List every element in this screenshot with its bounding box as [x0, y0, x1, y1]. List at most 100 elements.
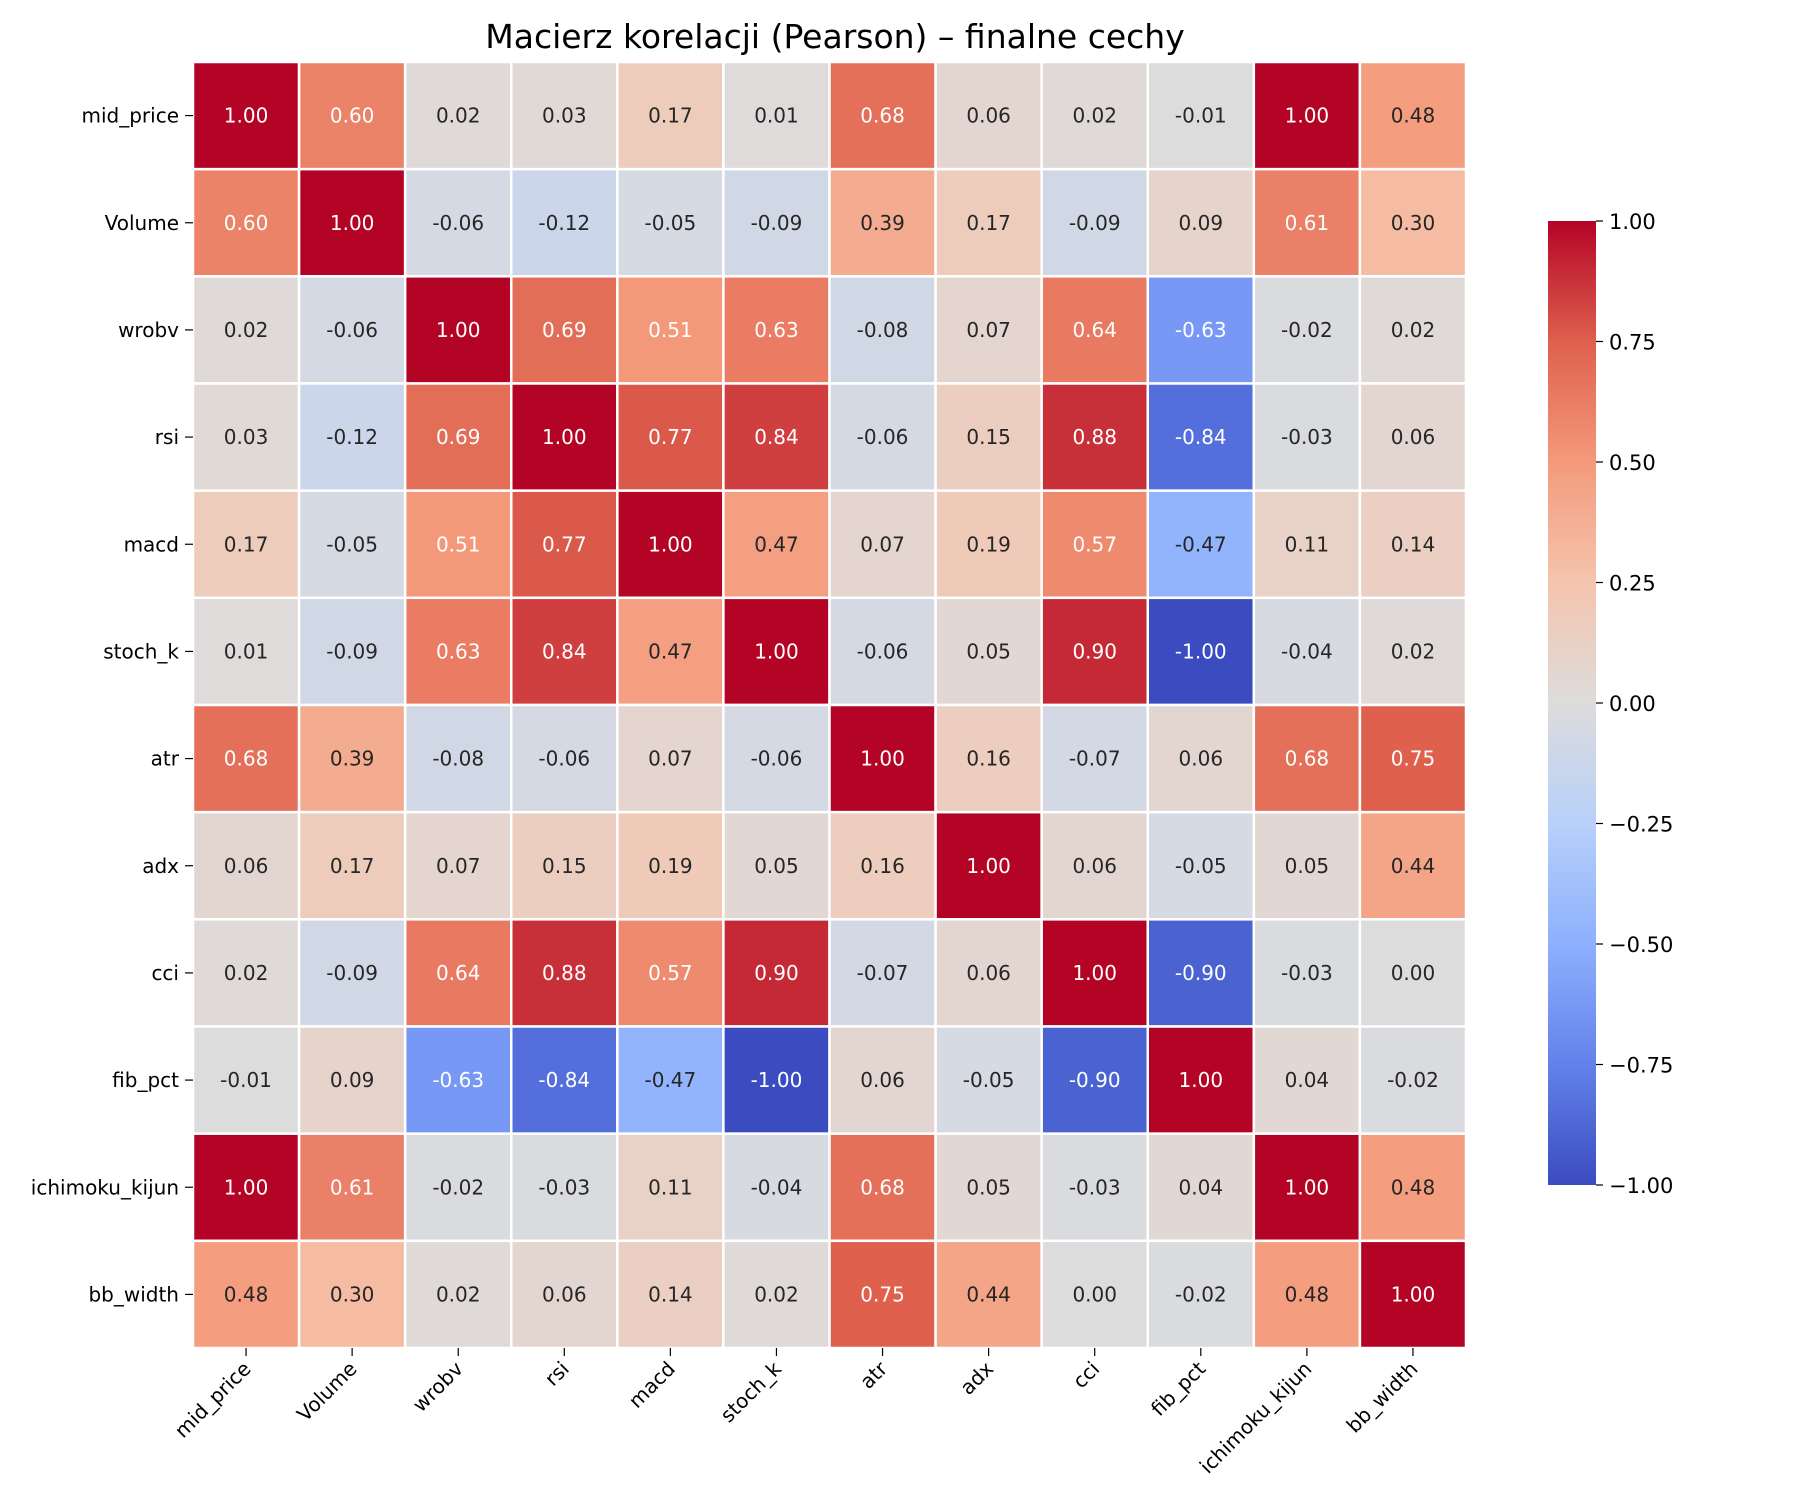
cell-value-label: 1.00 [1285, 104, 1330, 128]
cell-value-label: 0.44 [966, 1282, 1011, 1306]
cell-value-label: -0.84 [1175, 425, 1227, 449]
heatmap-cell [191, 60, 301, 171]
cell-value-label: -0.04 [751, 1175, 803, 1199]
heatmap-cell [1358, 703, 1468, 814]
cell-value-label: 0.06 [224, 854, 269, 878]
cell-value-label: -0.08 [857, 318, 909, 342]
heatmap-cell [1252, 703, 1362, 814]
cell-value-label: -0.90 [1069, 1068, 1121, 1092]
cell-value-label: 0.88 [1072, 425, 1117, 449]
y-tick-label: rsi [155, 425, 179, 449]
cell-value-label: 0.06 [1072, 854, 1117, 878]
cell-value-label: 0.02 [1072, 104, 1117, 128]
heatmap-cell [510, 918, 619, 1028]
heatmap-cell [191, 703, 301, 814]
cell-value-label: -0.09 [1069, 211, 1121, 235]
cell-value-label: 0.17 [648, 104, 693, 128]
heatmap-cell [191, 810, 301, 921]
heatmap-cell [1358, 382, 1468, 492]
heatmap-cell [1252, 1132, 1362, 1243]
cell-value-label: 0.77 [542, 532, 587, 556]
cell-value-label: -0.07 [857, 961, 909, 985]
heatmap-cell [403, 1132, 513, 1243]
cell-value-label: 0.90 [754, 961, 799, 985]
cell-value-label: 0.07 [966, 318, 1011, 342]
cell-value-label: 0.48 [1285, 1282, 1330, 1306]
cell-value-label: 0.07 [648, 747, 693, 771]
heatmap-cell [1358, 918, 1468, 1028]
heatmap-cell [722, 167, 831, 278]
cell-value-label: -0.05 [326, 532, 378, 556]
heatmap-cell [1358, 275, 1468, 385]
cell-value-label: 0.61 [330, 1175, 375, 1199]
x-tick-label: ichimoku_kijun [1195, 1357, 1317, 1479]
cell-value-label: -0.09 [326, 639, 378, 663]
cell-value-label: -0.09 [326, 961, 378, 985]
heatmap-cell [403, 382, 513, 492]
cell-value-label: 0.06 [542, 1282, 587, 1306]
cell-value-label: -0.63 [1175, 318, 1227, 342]
cell-value-label: 1.00 [648, 532, 693, 556]
heatmap-cell [1358, 1025, 1468, 1135]
heatmap-cell [403, 810, 513, 921]
heatmap-cell [510, 1025, 619, 1135]
colorbar-tick-label: −0.50 [1609, 933, 1673, 957]
heatmap-cell [1358, 1132, 1468, 1243]
cell-value-label: 0.39 [330, 747, 375, 771]
heatmap-cell [1040, 167, 1149, 278]
heatmap-cell [297, 1239, 407, 1350]
cell-value-label: 0.51 [436, 532, 481, 556]
heatmap-cell [510, 382, 619, 492]
cell-value-label: 0.30 [1391, 211, 1436, 235]
cell-value-label: 0.60 [224, 211, 269, 235]
colorbar-tick-label: 0.25 [1609, 572, 1656, 596]
cell-value-label: 0.06 [1179, 747, 1224, 771]
cell-value-label: 0.48 [1391, 1175, 1436, 1199]
heatmap-cell [191, 596, 301, 707]
heatmap-cell [828, 275, 937, 385]
cell-value-label: 0.07 [436, 854, 481, 878]
cell-value-label: 1.00 [860, 747, 905, 771]
heatmap-cell [934, 1025, 1043, 1135]
y-tick-label: fib_pct [112, 1068, 179, 1092]
cell-value-label: 0.01 [754, 104, 799, 128]
cell-value-label: 0.16 [860, 854, 905, 878]
cell-value-label: -0.06 [857, 425, 909, 449]
cell-value-label: 0.02 [224, 318, 269, 342]
heatmap-cell [297, 703, 407, 814]
heatmap-cell [828, 1239, 937, 1350]
heatmap-cell [191, 1132, 301, 1243]
cell-value-label: 0.09 [1179, 211, 1224, 235]
cell-value-label: -0.02 [432, 1175, 484, 1199]
cell-value-label: 0.09 [330, 1068, 375, 1092]
colorbar-tick-label: 0.50 [1609, 451, 1656, 475]
heatmap-cell [722, 1239, 831, 1350]
cell-value-label: 0.84 [542, 639, 587, 663]
heatmap-cell [934, 489, 1043, 600]
heatmap-cell [297, 167, 407, 278]
cell-value-label: -0.01 [1175, 104, 1227, 128]
cell-value-label: 0.02 [1391, 639, 1436, 663]
heatmap-cell [934, 596, 1043, 707]
heatmap-cell [403, 489, 513, 600]
cell-value-label: 0.90 [1072, 639, 1117, 663]
cell-value-label: 0.19 [648, 854, 693, 878]
cell-value-label: -0.02 [1175, 1282, 1227, 1306]
cell-value-label: 0.68 [860, 1175, 905, 1199]
cell-value-label: 0.69 [542, 318, 587, 342]
cell-value-label: 0.05 [1285, 854, 1330, 878]
heatmap-cell [722, 703, 831, 814]
heatmap-cell [828, 703, 937, 814]
x-tick-label: macd [624, 1357, 680, 1413]
heatmap-cell [1252, 167, 1362, 278]
cell-value-label: 0.06 [860, 1068, 905, 1092]
heatmap-cell [403, 275, 513, 385]
cell-value-label: 0.11 [648, 1175, 693, 1199]
cell-value-label: -0.47 [645, 1068, 697, 1092]
cell-value-label: 0.15 [966, 425, 1011, 449]
cell-value-label: -0.01 [220, 1068, 272, 1092]
heatmap-cell [1146, 1025, 1256, 1135]
cell-value-label: 0.47 [754, 532, 799, 556]
heatmap-cell [1358, 60, 1468, 171]
